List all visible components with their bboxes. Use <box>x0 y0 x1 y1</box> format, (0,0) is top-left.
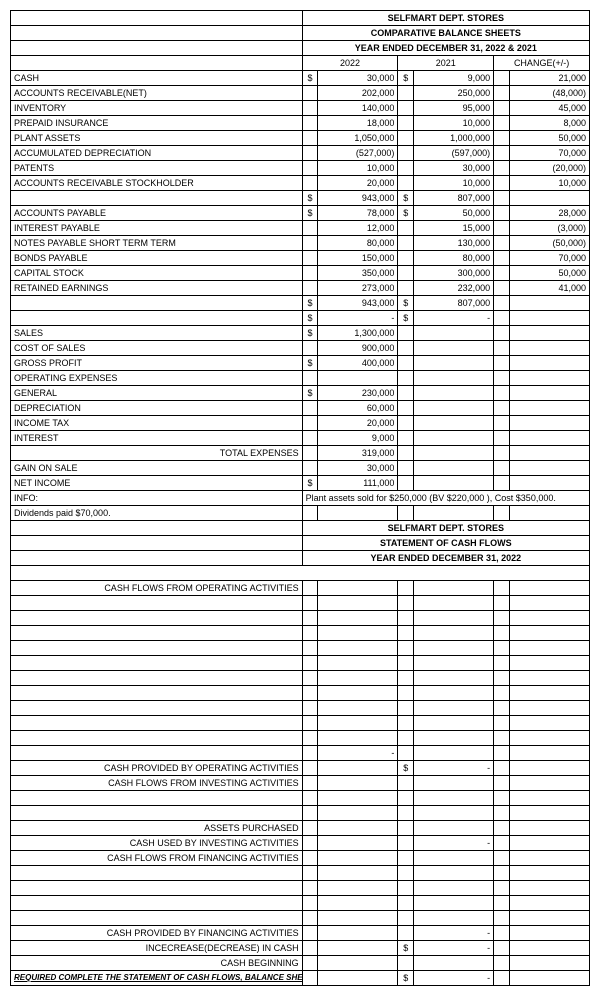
row-ap: ACCOUNTS PAYABLE <box>11 206 303 221</box>
row-notes: NOTES PAYABLE SHORT TERM TERM <box>11 236 303 251</box>
info-text: Plant assets sold for $250,000 (BV $220,… <box>302 491 589 506</box>
bs-title: COMPARATIVE BALANCE SHEETS <box>302 26 589 41</box>
row-arsh: ACCOUNTS RECEIVABLE STOCKHOLDER <box>11 176 303 191</box>
hdr-y2: 2021 <box>398 56 494 71</box>
worksheet: SELFMART DEPT. STORES COMPARATIVE BALANC… <box>10 10 590 986</box>
row-totexp: TOTAL EXPENSES <box>11 446 303 461</box>
cf-ops: CASH FLOWS FROM OPERATING ACTIVITIES <box>11 581 303 596</box>
cf-title: STATEMENT OF CASH FLOWS <box>302 536 589 551</box>
total-le-y1: 943,000 <box>318 296 398 311</box>
row-patents: PATENTS <box>11 161 303 176</box>
row-sales: SALES <box>11 326 303 341</box>
cf-ops-prov: CASH PROVIDED BY OPERATING ACTIVITIES <box>11 761 303 776</box>
row-intpay: INTEREST PAYABLE <box>11 221 303 236</box>
cf-inv: CASH FLOWS FROM INVESTING ACTIVITIES <box>11 776 303 791</box>
cf-period: YEAR ENDED DECEMBER 31, 2022 <box>302 551 589 566</box>
bs-period: YEAR ENDED DECEMBER 31, 2022 & 2021 <box>302 41 589 56</box>
row-info: INFO: <box>11 491 303 506</box>
cf-fin: CASH FLOWS FROM FINANCING ACTIVITIES <box>11 851 303 866</box>
hdr-chg: CHANGE(+/-) <box>494 56 590 71</box>
cf-inv-used: CASH USED BY INVESTING ACTIVITIES <box>11 836 303 851</box>
company-title: SELFMART DEPT. STORES <box>302 11 589 26</box>
row-gp: GROSS PROFIT <box>11 356 303 371</box>
row-bonds: BONDS PAYABLE <box>11 251 303 266</box>
row-int: INTEREST <box>11 431 303 446</box>
row-inv: INVENTORY <box>11 101 303 116</box>
cf-assets-purch: ASSETS PURCHASED <box>11 821 303 836</box>
row-ar: ACCOUNTS RECEIVABLE(NET) <box>11 86 303 101</box>
company-title-2: SELFMART DEPT. STORES <box>302 521 589 536</box>
row-gain: GAIN ON SALE <box>11 461 303 476</box>
row-dep: DEPRECIATION <box>11 401 303 416</box>
row-tax: INCOME TAX <box>11 416 303 431</box>
cf-netchg: INCECREASE(DECREASE) IN CASH <box>11 941 303 956</box>
row-re: RETAINED EARNINGS <box>11 281 303 296</box>
cf-beg: CASH BEGINNING <box>11 956 303 971</box>
footer-note: REQUIRED COMPLETE THE STATEMENT OF CASH … <box>11 971 303 986</box>
hdr-y1: 2022 <box>302 56 398 71</box>
total-assets-y1: 943,000 <box>318 191 398 206</box>
row-ni: NET INCOME <box>11 476 303 491</box>
row-opex: OPERATING EXPENSES <box>11 371 303 386</box>
row-cos: COST OF SALES <box>11 341 303 356</box>
row-div: Dividends paid $70,000. <box>11 506 303 521</box>
row-accdep: ACCUMULATED DEPRECIATION <box>11 146 303 161</box>
cf-fin-prov: CASH PROVIDED BY FINANCING ACTIVITIES <box>11 926 303 941</box>
row-capstock: CAPITAL STOCK <box>11 266 303 281</box>
row-cash: CASH <box>11 71 303 86</box>
row-general: GENERAL <box>11 386 303 401</box>
row-plant: PLANT ASSETS <box>11 131 303 146</box>
row-prepaid: PREPAID INSURANCE <box>11 116 303 131</box>
